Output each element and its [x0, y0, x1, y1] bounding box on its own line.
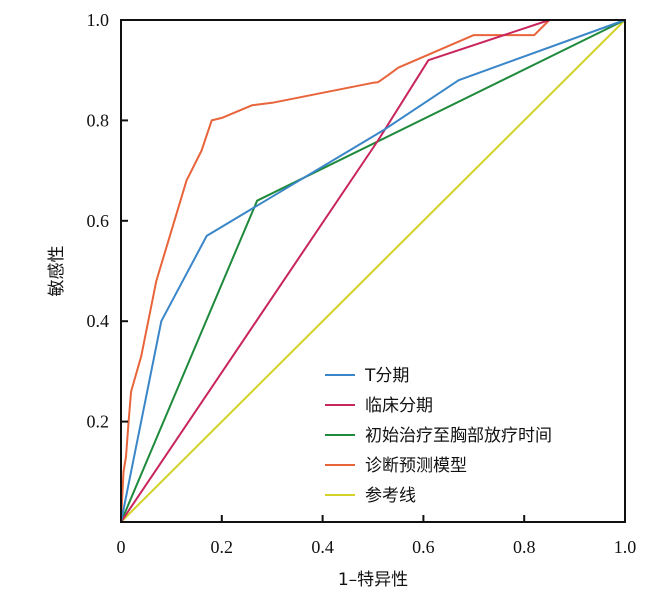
x-tick-label: 0.6 — [412, 537, 435, 557]
legend-label: 初始治疗至胸部放疗时间 — [365, 426, 552, 446]
series-layer — [120, 19, 626, 523]
series-line-5 — [120, 19, 626, 523]
legend-label: 诊断预测模型 — [365, 456, 467, 476]
y-tick-label: 1.0 — [87, 10, 110, 30]
y-axis-title: 敏感性 — [47, 246, 67, 297]
legend-label: 参考线 — [365, 486, 416, 506]
x-tick-label: 1.0 — [614, 537, 637, 557]
y-tick-label: 0.6 — [87, 211, 110, 231]
y-tick-label: 0.4 — [87, 311, 110, 331]
x-tick-label: 0 — [117, 537, 126, 557]
tick-layer: 0 0.2 0.4 0.6 0.8 1.0 0.2 0.4 0.6 0.8 1.0 — [87, 10, 637, 557]
series-line-1 — [120, 19, 626, 523]
y-tick-label: 0.2 — [87, 412, 110, 432]
legend-label: T分期 — [364, 366, 409, 386]
x-tick-label: 0.4 — [311, 537, 334, 557]
x-tick-label: 0.8 — [513, 537, 536, 557]
y-tick-label: 0.8 — [87, 110, 110, 130]
x-axis-title: 1–特异性 — [338, 570, 408, 590]
legend-label: 临床分期 — [365, 396, 433, 416]
x-tick-label: 0.2 — [211, 537, 234, 557]
plot-frame — [120, 19, 626, 523]
series-line-3 — [120, 19, 626, 523]
